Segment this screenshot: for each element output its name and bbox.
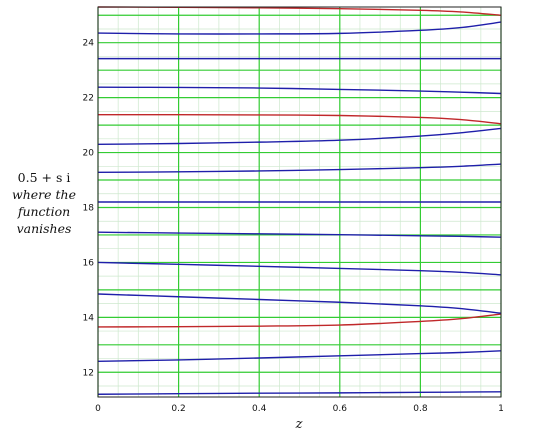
x-axis-label: z xyxy=(295,417,303,432)
y-tick-label: 20 xyxy=(83,149,95,159)
series-line-3 xyxy=(97,313,502,328)
y-tick-label: 16 xyxy=(83,258,95,268)
y-tick-label: 12 xyxy=(83,368,94,378)
series-line-1 xyxy=(97,391,502,395)
series-line-6 xyxy=(97,231,502,238)
y-tick-label: 14 xyxy=(83,313,95,323)
series-line-9 xyxy=(97,127,502,146)
x-tick-label: 0.2 xyxy=(171,404,185,414)
y-tick-labels: 12 14 16 18 20 22 24 xyxy=(83,39,95,379)
series-line-8 xyxy=(97,163,502,174)
y-axis-label-line-2: where the xyxy=(12,187,76,202)
x-tick-label: 0.4 xyxy=(252,404,267,414)
y-tick-label: 24 xyxy=(83,39,95,49)
y-axis-label-line-1: 0.5 + s i xyxy=(18,170,71,185)
y-tick-label: 22 xyxy=(83,94,94,104)
series-line-2 xyxy=(97,350,502,362)
x-tick-label: 1 xyxy=(498,404,504,414)
x-tick-label: 0.8 xyxy=(413,404,428,414)
series-line-4 xyxy=(97,293,502,314)
y-tick-label: 18 xyxy=(83,203,95,213)
y-axis-label: 0.5 + s i where the function vanishes xyxy=(12,170,76,236)
plot-frame xyxy=(97,6,502,398)
y-axis-label-line-4: vanishes xyxy=(17,221,72,236)
x-tick-labels: 0 0.2 0.4 0.6 0.8 1 xyxy=(95,404,504,414)
y-axis-label-line-3: function xyxy=(17,204,70,219)
series-line-11 xyxy=(97,86,502,95)
series-layer xyxy=(97,6,502,395)
series-line-10 xyxy=(97,113,502,125)
series-line-5 xyxy=(97,261,502,276)
series-line-13 xyxy=(97,21,502,35)
x-tick-label: 0 xyxy=(95,404,101,414)
x-tick-label: 0.6 xyxy=(333,404,348,414)
